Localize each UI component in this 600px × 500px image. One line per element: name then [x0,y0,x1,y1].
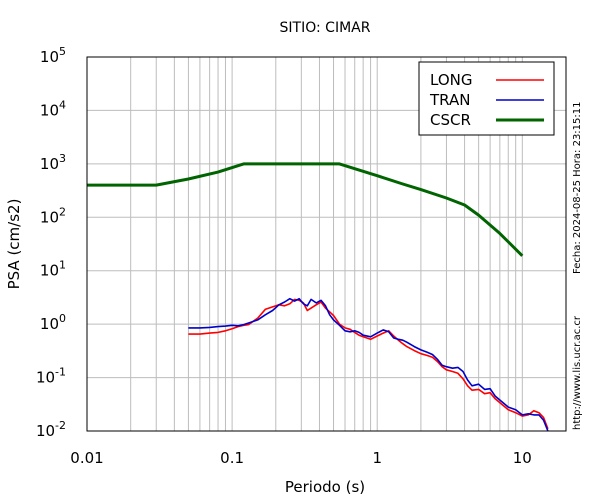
series-line-cscr [87,162,524,257]
x-axis-label: Periodo (s) [285,478,365,496]
y-tick-label: 104 [40,98,66,119]
date-label: Fecha: 2024-08-25 Hora: 23:15:11 [572,102,583,275]
series-layer [87,162,549,432]
y-tick-label: 10-1 [36,366,66,387]
chart-title: SITIO: CIMAR [280,20,371,36]
x-tick-label: 10 [513,449,532,467]
legend: LONG TRAN CSCR [418,61,555,136]
legend-label-tran: TRAN [429,91,470,109]
y-tick-label: 105 [40,45,66,66]
legend-box [418,61,555,136]
y-tick-label: 100 [40,312,66,333]
x-tick-label: 0.01 [70,449,103,467]
x-tick-label: 1 [372,449,382,467]
y-axis-label: PSA (cm/s2) [5,199,23,290]
series-line-tran [188,297,549,432]
legend-label-cscr: CSCR [430,111,471,129]
series-line-long [188,298,549,430]
x-tick-label: 0.1 [220,449,244,467]
y-tick-label: 101 [40,259,66,280]
x-tick-labels: 0.01 0.1 1 10 [70,449,532,467]
legend-label-long: LONG [430,71,472,89]
y-tick-labels: 10-2 10-1 100 101 102 103 104 105 [36,45,66,440]
url-label: http://www.lis.ucr.ac.cr [572,315,583,430]
y-tick-label: 103 [40,152,66,173]
y-tick-label: 10-2 [36,419,66,440]
y-tick-label: 102 [40,205,66,226]
plot-frame [86,56,567,432]
